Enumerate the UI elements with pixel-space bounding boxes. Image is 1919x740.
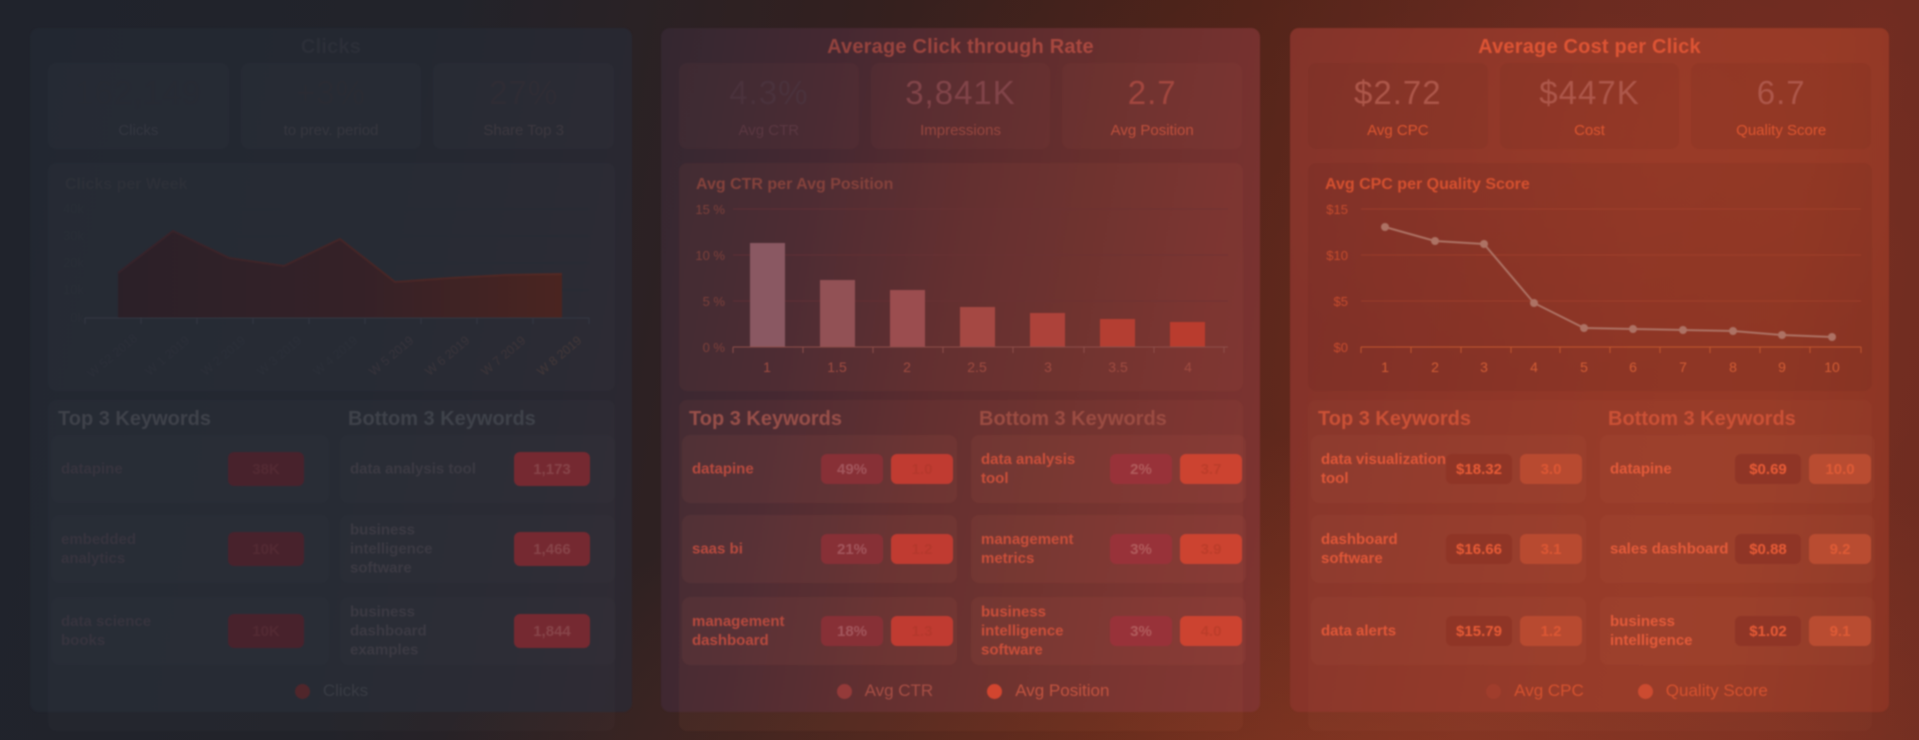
svg-text:W 4 2019: W 4 2019 bbox=[310, 333, 360, 378]
svg-text:$0: $0 bbox=[1334, 340, 1348, 355]
svg-text:2.5: 2.5 bbox=[967, 359, 987, 375]
svg-text:W 7 2019: W 7 2019 bbox=[478, 333, 528, 378]
svg-text:W 52 2018: W 52 2018 bbox=[85, 331, 140, 381]
svg-text:9: 9 bbox=[1778, 359, 1786, 375]
svg-text:3.5: 3.5 bbox=[1108, 359, 1128, 375]
svg-text:W 2 2019: W 2 2019 bbox=[198, 333, 248, 378]
svg-text:40k: 40k bbox=[63, 201, 84, 216]
svg-text:5 %: 5 % bbox=[703, 294, 726, 309]
svg-text:W 8 2019: W 8 2019 bbox=[534, 333, 584, 378]
svg-text:6: 6 bbox=[1629, 359, 1637, 375]
svg-text:3: 3 bbox=[1480, 359, 1488, 375]
svg-text:5: 5 bbox=[1580, 359, 1588, 375]
svg-text:8: 8 bbox=[1729, 359, 1737, 375]
svg-text:10k: 10k bbox=[63, 282, 84, 297]
svg-text:2: 2 bbox=[1431, 359, 1439, 375]
svg-text:1: 1 bbox=[763, 359, 771, 375]
svg-text:1.5: 1.5 bbox=[827, 359, 847, 375]
svg-text:W 1 2019: W 1 2019 bbox=[142, 333, 192, 378]
svg-text:10 %: 10 % bbox=[695, 248, 725, 263]
svg-text:$5: $5 bbox=[1334, 294, 1348, 309]
svg-text:$15: $15 bbox=[1326, 202, 1348, 217]
svg-text:0k: 0k bbox=[70, 310, 84, 325]
svg-text:4: 4 bbox=[1530, 359, 1538, 375]
svg-text:0 %: 0 % bbox=[703, 340, 726, 355]
svg-text:7: 7 bbox=[1679, 359, 1687, 375]
svg-text:W 6 2019: W 6 2019 bbox=[422, 333, 472, 378]
svg-text:30k: 30k bbox=[63, 228, 84, 243]
svg-text:4: 4 bbox=[1184, 359, 1192, 375]
svg-text:15 %: 15 % bbox=[695, 202, 725, 217]
svg-text:W 5 2019: W 5 2019 bbox=[366, 333, 416, 378]
svg-text:1: 1 bbox=[1381, 359, 1389, 375]
svg-text:W 3 2019: W 3 2019 bbox=[254, 333, 304, 378]
svg-text:20k: 20k bbox=[63, 255, 84, 270]
svg-text:10: 10 bbox=[1824, 359, 1840, 375]
svg-text:2: 2 bbox=[903, 359, 911, 375]
svg-text:$10: $10 bbox=[1326, 248, 1348, 263]
svg-text:3: 3 bbox=[1044, 359, 1052, 375]
